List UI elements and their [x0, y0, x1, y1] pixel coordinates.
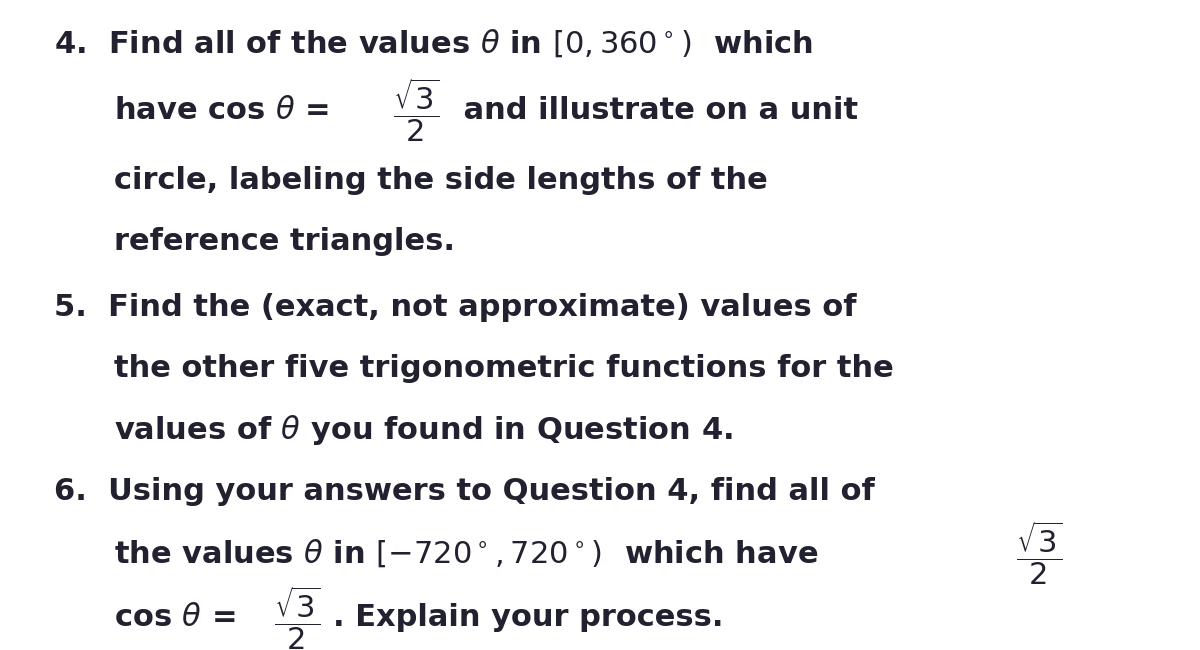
Text: and illustrate on a unit: and illustrate on a unit — [452, 96, 858, 125]
Text: the other five trigonometric functions for the: the other five trigonometric functions f… — [114, 354, 894, 383]
Text: values of $\theta$ you found in Question 4.: values of $\theta$ you found in Question… — [114, 413, 732, 447]
Text: $\dfrac{\sqrt{3}}{2}$: $\dfrac{\sqrt{3}}{2}$ — [394, 77, 439, 144]
Text: . Explain your process.: . Explain your process. — [332, 603, 724, 632]
Text: circle, labeling the side lengths of the: circle, labeling the side lengths of the — [114, 166, 768, 195]
Text: 4.  Find all of the values $\theta$ in $[0, 360^\circ)$  which: 4. Find all of the values $\theta$ in $[… — [54, 27, 814, 59]
Text: $\dfrac{\sqrt{3}}{2}$: $\dfrac{\sqrt{3}}{2}$ — [1016, 520, 1062, 587]
Text: reference triangles.: reference triangles. — [114, 227, 455, 256]
Text: $\dfrac{\sqrt{3}}{2}$: $\dfrac{\sqrt{3}}{2}$ — [274, 584, 320, 650]
Text: 6.  Using your answers to Question 4, find all of: 6. Using your answers to Question 4, fin… — [54, 478, 875, 506]
Text: cos $\theta$ =: cos $\theta$ = — [114, 603, 239, 632]
Text: the values $\theta$ in $[-720^\circ, 720^\circ)$  which have: the values $\theta$ in $[-720^\circ, 720… — [114, 538, 818, 569]
Text: have cos $\theta$ =: have cos $\theta$ = — [114, 96, 332, 125]
Text: 5.  Find the (exact, not approximate) values of: 5. Find the (exact, not approximate) val… — [54, 293, 857, 322]
